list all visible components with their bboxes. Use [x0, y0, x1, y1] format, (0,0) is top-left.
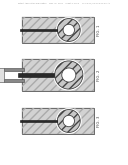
Circle shape: [57, 110, 80, 132]
Circle shape: [57, 18, 80, 41]
Bar: [0, 68, 4, 82]
Bar: [22, 59, 94, 91]
Circle shape: [56, 17, 82, 43]
Bar: [22, 108, 94, 134]
Bar: [20, 29, 57, 31]
Text: Patent Application Publication    May. Jul. 2019    Sheet # of ##    US ####/###: Patent Application Publication May. Jul.…: [18, 2, 110, 4]
Circle shape: [56, 108, 82, 134]
Bar: [20, 120, 57, 122]
Bar: [4, 79, 24, 82]
Circle shape: [62, 68, 76, 82]
Bar: [4, 68, 24, 71]
Bar: [22, 17, 94, 43]
Circle shape: [63, 24, 74, 36]
Circle shape: [53, 59, 84, 91]
Text: FIG. 1: FIG. 1: [97, 24, 100, 36]
Bar: [22, 108, 94, 134]
Circle shape: [55, 61, 83, 89]
Text: FIG. 3: FIG. 3: [97, 115, 100, 127]
Bar: [18, 73, 54, 77]
Bar: [22, 59, 94, 91]
Bar: [22, 17, 94, 43]
Circle shape: [63, 115, 74, 127]
Text: FIG. 2: FIG. 2: [97, 69, 100, 81]
